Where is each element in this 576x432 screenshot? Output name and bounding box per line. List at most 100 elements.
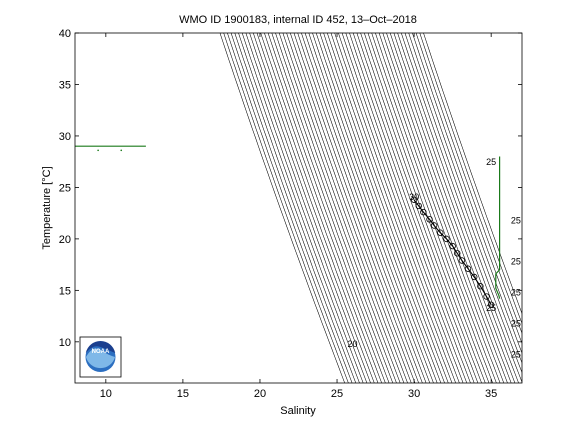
density-contour <box>386 33 512 383</box>
density-contour <box>256 33 382 383</box>
density-contour <box>290 33 416 383</box>
profile-marker <box>430 222 438 229</box>
x-tick-label: 20 <box>254 388 266 400</box>
density-contour <box>393 33 519 383</box>
density-contour <box>308 33 434 383</box>
outlier-point <box>97 149 99 152</box>
logo-wave <box>86 348 115 369</box>
y-tick-label: 10 <box>59 337 71 349</box>
density-contour <box>312 33 438 383</box>
density-contour <box>423 33 522 315</box>
density-contour <box>327 33 453 383</box>
density-contour <box>397 33 522 383</box>
density-contour <box>260 33 386 383</box>
density-contour <box>367 33 493 383</box>
density-contour <box>415 33 522 335</box>
density-contour <box>334 33 460 383</box>
y-tick-label: 35 <box>59 79 71 91</box>
density-contours <box>219 33 522 383</box>
profile-marker <box>487 301 495 308</box>
chart-title: WMO ID 1900183, internal ID 452, 13–Oct–… <box>179 14 417 26</box>
density-contour <box>371 33 497 383</box>
contour-label: 25 <box>511 257 521 267</box>
profile-series <box>75 145 501 308</box>
profile-marker <box>443 235 450 243</box>
x-tick-label: 25 <box>331 388 343 400</box>
plot-frame <box>74 32 523 384</box>
contour-label: 25 <box>486 157 496 167</box>
x-tick-label: 15 <box>177 388 189 400</box>
density-contour <box>230 33 357 383</box>
profile-marker <box>458 257 466 264</box>
x-axis-label: Salinity <box>280 405 316 417</box>
density-contour <box>319 33 445 383</box>
density-contour <box>401 33 522 374</box>
density-contour <box>419 33 522 325</box>
density-contour <box>404 33 522 364</box>
density-contour <box>297 33 423 383</box>
profile-line <box>495 156 501 299</box>
profile-marker <box>426 216 433 223</box>
density-contour <box>364 33 490 383</box>
density-contour <box>408 33 522 354</box>
density-contour <box>253 33 379 383</box>
logo-text: NOAA <box>92 349 110 355</box>
profile-marker <box>454 250 461 257</box>
x-axis: 10 15 20 25 30 35 <box>100 33 497 400</box>
noaa-logo: NOAA <box>79 336 122 378</box>
outlier-point <box>120 149 123 152</box>
y-tick-label: 15 <box>59 285 71 297</box>
density-contour <box>275 33 401 383</box>
y-axis: 10 15 20 25 30 35 40 <box>59 28 522 349</box>
density-contour <box>234 33 360 383</box>
density-contour <box>301 33 427 383</box>
density-contour <box>345 33 471 383</box>
density-contour <box>382 33 508 383</box>
contour-label: 25 <box>511 215 521 225</box>
contour-label: 25 <box>511 349 521 359</box>
profile-marker <box>437 229 444 236</box>
density-contour <box>378 33 505 383</box>
profile-marker <box>483 293 490 300</box>
y-tick-label: 40 <box>59 28 71 40</box>
profile-marker <box>477 283 484 290</box>
density-contour <box>412 33 522 345</box>
density-contour <box>352 33 479 383</box>
density-contour <box>389 33 516 383</box>
profile-marker <box>410 196 418 203</box>
x-tick-label: 10 <box>100 388 112 400</box>
density-contour <box>245 33 371 383</box>
contour-label: 25 <box>511 318 521 328</box>
profile-marker <box>471 273 478 281</box>
profile-marker <box>449 242 456 250</box>
x-tick-label: 35 <box>485 388 497 400</box>
density-contour <box>241 33 368 383</box>
profile-marker <box>415 202 422 210</box>
density-contour <box>278 33 405 383</box>
density-contour <box>264 33 390 383</box>
density-contour <box>219 33 345 383</box>
contour-label: 25 <box>511 288 521 298</box>
density-contour <box>323 33 449 383</box>
density-contour <box>286 33 412 383</box>
density-contour <box>349 33 475 383</box>
density-contour <box>267 33 394 383</box>
x-tick-label: 30 <box>408 388 420 400</box>
y-tick-label: 25 <box>59 182 71 194</box>
y-tick-label: 30 <box>59 131 71 143</box>
density-contour <box>330 33 456 383</box>
density-contour <box>249 33 375 383</box>
density-contour <box>341 33 468 383</box>
profile-marker <box>420 208 427 216</box>
y-tick-label: 20 <box>59 234 71 246</box>
density-contour <box>315 33 442 383</box>
contour-label: 20 <box>347 339 357 349</box>
density-contour <box>293 33 419 383</box>
density-contour <box>282 33 408 383</box>
density-contour <box>375 33 501 383</box>
y-axis-label: Temperature [°C] <box>41 166 53 249</box>
logo-bird <box>85 340 116 353</box>
density-contour <box>227 33 353 383</box>
density-contour <box>238 33 364 383</box>
